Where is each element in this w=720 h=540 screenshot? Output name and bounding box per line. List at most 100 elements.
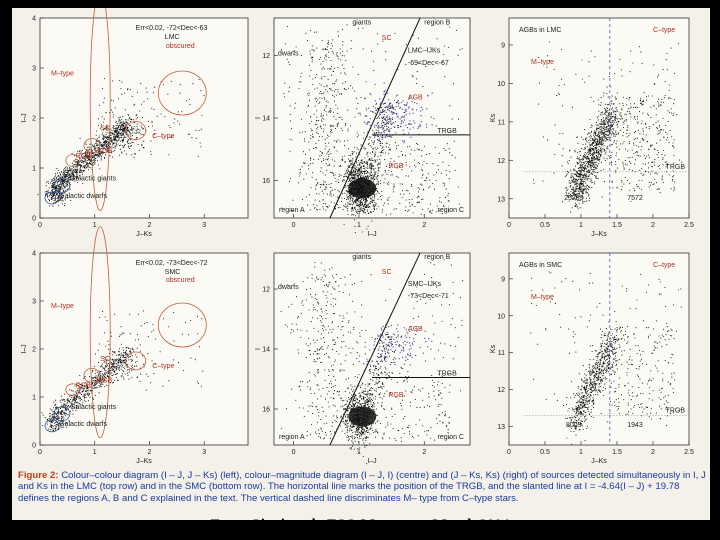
data-point <box>594 130 596 132</box>
data-point <box>319 92 321 94</box>
data-point <box>431 92 433 94</box>
data-point <box>139 110 141 112</box>
data-point <box>652 184 654 186</box>
data-point <box>348 154 350 157</box>
data-point <box>336 141 338 143</box>
data-point <box>126 89 129 91</box>
data-point <box>113 114 115 116</box>
data-point <box>582 78 584 80</box>
data-point <box>440 172 442 174</box>
data-point <box>662 181 664 183</box>
data-point <box>367 178 369 180</box>
data-point <box>629 112 631 115</box>
data-point <box>124 109 126 111</box>
data-point <box>85 156 87 158</box>
data-point <box>110 109 113 111</box>
data-point <box>605 109 607 111</box>
data-point <box>354 171 357 173</box>
data-point <box>578 203 580 205</box>
data-point <box>355 198 357 200</box>
data-point <box>85 176 87 178</box>
data-point <box>657 156 659 158</box>
data-point <box>75 170 77 172</box>
data-point <box>105 140 107 142</box>
data-point <box>84 164 86 166</box>
data-point <box>666 133 668 135</box>
data-point <box>338 182 340 184</box>
data-point <box>643 100 645 102</box>
data-point <box>597 128 599 130</box>
data-point <box>340 175 342 177</box>
data-point <box>611 103 613 105</box>
data-point <box>339 164 342 167</box>
data-point <box>59 179 61 181</box>
data-point <box>574 202 577 204</box>
data-point <box>328 135 330 137</box>
data-point <box>663 149 665 152</box>
data-point <box>581 162 583 164</box>
data-point <box>111 129 113 131</box>
data-point <box>625 119 627 121</box>
data-point <box>607 96 609 98</box>
data-point <box>417 37 419 39</box>
data-point <box>666 69 668 71</box>
data-point <box>84 159 86 161</box>
label-agb: AGB <box>97 148 112 155</box>
data-point <box>408 202 410 204</box>
data-point <box>360 202 362 204</box>
data-point <box>601 138 603 141</box>
data-point <box>325 187 327 189</box>
data-point <box>55 185 57 187</box>
data-point <box>312 83 314 86</box>
data-point <box>347 201 349 203</box>
data-point <box>603 148 605 150</box>
data-point <box>380 111 383 113</box>
data-point <box>86 164 89 166</box>
data-point <box>395 102 397 104</box>
data-point <box>566 190 568 192</box>
data-point <box>651 161 654 163</box>
data-point <box>339 140 341 142</box>
data-point <box>588 197 591 199</box>
data-point <box>389 106 391 108</box>
data-point <box>57 204 59 206</box>
agb-point <box>403 142 405 144</box>
data-point <box>301 199 303 201</box>
data-point <box>360 162 362 164</box>
data-point <box>607 104 609 106</box>
data-point <box>337 88 339 90</box>
data-point <box>638 187 640 189</box>
data-point <box>122 132 124 134</box>
data-point <box>362 209 364 211</box>
data-point <box>330 43 332 45</box>
data-point <box>651 170 653 172</box>
data-point <box>357 200 359 202</box>
data-point <box>401 153 404 156</box>
data-point <box>67 179 69 181</box>
data-point <box>106 136 108 138</box>
data-point <box>354 201 357 203</box>
data-point <box>404 209 407 212</box>
data-point <box>308 194 310 196</box>
data-point <box>102 129 104 131</box>
data-point <box>335 104 337 106</box>
data-point <box>102 139 104 141</box>
data-point <box>74 155 76 157</box>
data-point <box>561 48 563 50</box>
data-point <box>385 142 387 144</box>
data-point <box>114 149 116 152</box>
data-point <box>584 148 586 150</box>
data-point <box>192 83 194 85</box>
data-point <box>113 126 115 128</box>
data-point <box>610 157 612 159</box>
data-point <box>130 134 132 136</box>
data-point <box>577 179 579 181</box>
agb-point <box>426 108 428 110</box>
data-point <box>422 85 424 88</box>
data-point <box>420 213 422 215</box>
data-point <box>77 161 79 163</box>
data-point <box>440 201 442 203</box>
data-point <box>58 172 60 174</box>
data-point <box>315 179 317 181</box>
